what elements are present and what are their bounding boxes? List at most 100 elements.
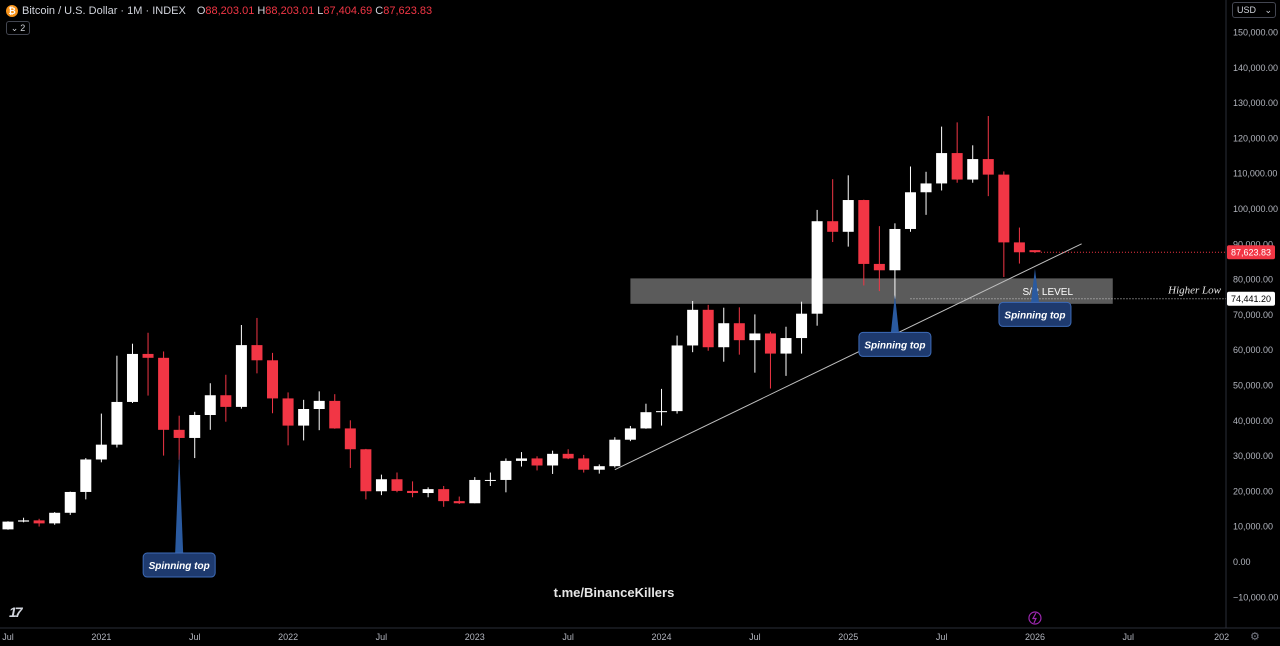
candle-body[interactable] — [95, 444, 107, 460]
y-tick-label: 140,000.00 — [1233, 63, 1278, 73]
candle-body[interactable] — [422, 489, 434, 494]
candle-body[interactable] — [298, 409, 310, 426]
candle-body[interactable] — [936, 153, 948, 184]
candle-body[interactable] — [64, 491, 76, 513]
candle-body[interactable] — [562, 453, 574, 459]
candle-body[interactable] — [189, 415, 201, 438]
low-value: 87,404.69 — [323, 5, 373, 17]
candle-body[interactable] — [1029, 250, 1041, 253]
last-price-badge[interactable] — [1227, 245, 1275, 260]
candle-body[interactable] — [235, 345, 247, 407]
event-marker-icon[interactable] — [1028, 611, 1042, 625]
candle-body[interactable] — [827, 221, 839, 232]
candle-body[interactable] — [360, 449, 372, 492]
candle-body[interactable] — [624, 428, 636, 440]
candle-body[interactable] — [609, 439, 621, 467]
price-axis[interactable]: −10,000.00 0.00 10,000.00 20,000.00 30,000.0… — [1227, 28, 1278, 603]
candle-body[interactable] — [407, 490, 419, 494]
candles-layer[interactable] — [2, 116, 1041, 530]
spinning-top-badge[interactable] — [858, 331, 932, 357]
candle-body[interactable] — [220, 395, 232, 407]
candle-body[interactable] — [18, 520, 30, 522]
candle-body[interactable] — [173, 429, 185, 438]
y-tick-label: 150,000.00 — [1233, 28, 1278, 38]
spinning-top-badge[interactable] — [998, 301, 1072, 327]
candle-body[interactable] — [951, 153, 963, 180]
last-price-label: 87,623.83 — [1231, 248, 1271, 258]
y-tick-label: 120,000.00 — [1233, 133, 1278, 143]
candle-body[interactable] — [111, 401, 123, 445]
symbol-title[interactable]: Bitcoin / U.S. Dollar · 1M · INDEX — [22, 5, 186, 17]
candle-body[interactable] — [126, 353, 138, 402]
candle-body[interactable] — [702, 309, 714, 348]
candle-body[interactable] — [982, 159, 994, 175]
x-tick-label: Jul — [2, 632, 14, 642]
symbol-header[interactable]: ₿ Bitcoin / U.S. Dollar · 1M · INDEX O 8… — [6, 3, 432, 19]
candle-body[interactable] — [967, 159, 979, 180]
candle-body[interactable] — [515, 458, 527, 461]
y-tick-label: −10,000.00 — [1233, 592, 1278, 602]
candle-body[interactable] — [671, 345, 683, 412]
candle-body[interactable] — [531, 458, 543, 466]
indicator-toggle-button[interactable]: ⌄ 2 — [6, 21, 30, 35]
candle-body[interactable] — [733, 323, 745, 341]
candle-body[interactable] — [267, 360, 279, 399]
y-tick-label: 130,000.00 — [1233, 98, 1278, 108]
trendline[interactable] — [614, 243, 1082, 471]
candle-body[interactable] — [547, 453, 559, 466]
candle-body[interactable] — [858, 200, 870, 264]
candle-body[interactable] — [251, 345, 263, 361]
candle-body[interactable] — [998, 174, 1010, 243]
candle-body[interactable] — [749, 333, 761, 341]
candle-body[interactable] — [49, 512, 61, 524]
candle-body[interactable] — [718, 323, 730, 348]
candle-body[interactable] — [780, 338, 792, 354]
x-tick-label: 202 — [1214, 632, 1229, 642]
settings-gear-icon[interactable]: ⚙ — [1250, 631, 1260, 643]
spinning-top-badge[interactable] — [142, 552, 216, 578]
candle-body[interactable] — [142, 353, 154, 358]
chevron-down-icon: ⌄ — [10, 22, 19, 33]
candle-body[interactable] — [687, 309, 699, 346]
candle-body[interactable] — [80, 459, 92, 492]
candle-body[interactable] — [469, 479, 481, 504]
candle-body[interactable] — [764, 333, 776, 354]
candle-body[interactable] — [656, 411, 668, 413]
candle-body[interactable] — [329, 400, 341, 429]
candle-body[interactable] — [500, 460, 512, 480]
candle-body[interactable] — [375, 479, 387, 492]
currency-select[interactable]: USD ⌄ — [1232, 2, 1276, 18]
candle-body[interactable] — [2, 521, 14, 530]
candle-body[interactable] — [889, 228, 901, 271]
lightning-icon — [1031, 612, 1037, 624]
candle-body[interactable] — [282, 398, 294, 426]
time-axis[interactable]: Jul 2021 Jul 2022 Jul 2023 Jul 2024 Jul 2025 Jul 20… — [2, 611, 1229, 642]
candle-body[interactable] — [873, 263, 885, 271]
y-tick-label: 70,000.00 — [1233, 310, 1273, 320]
candle-body[interactable] — [158, 357, 170, 430]
candle-body[interactable] — [904, 192, 916, 229]
bitcoin-icon: ₿ — [6, 5, 18, 17]
candle-body[interactable] — [796, 313, 808, 339]
candle-body[interactable] — [33, 520, 45, 524]
candle-body[interactable] — [204, 395, 216, 416]
candle-body[interactable] — [391, 479, 403, 491]
candle-body[interactable] — [640, 412, 652, 429]
candle-body[interactable] — [438, 489, 450, 502]
candle-body[interactable] — [920, 183, 932, 193]
candle-body[interactable] — [578, 458, 590, 470]
higher-low-price-label: 74,441.20 — [1231, 294, 1271, 304]
candle-body[interactable] — [1013, 242, 1025, 253]
candle-body[interactable] — [811, 221, 823, 314]
y-tick-label: 0.00 — [1233, 557, 1251, 567]
tradingview-logo[interactable]: 17 — [9, 604, 23, 620]
candle-body[interactable] — [593, 466, 605, 470]
candle-body[interactable] — [842, 200, 854, 232]
higher-low-price-badge[interactable] — [1227, 291, 1275, 306]
candle-body[interactable] — [453, 501, 465, 504]
candle-body[interactable] — [484, 479, 496, 481]
candle-body[interactable] — [344, 428, 356, 450]
spinning-top-label: Spinning top — [864, 340, 925, 351]
candle-body[interactable] — [313, 400, 325, 410]
